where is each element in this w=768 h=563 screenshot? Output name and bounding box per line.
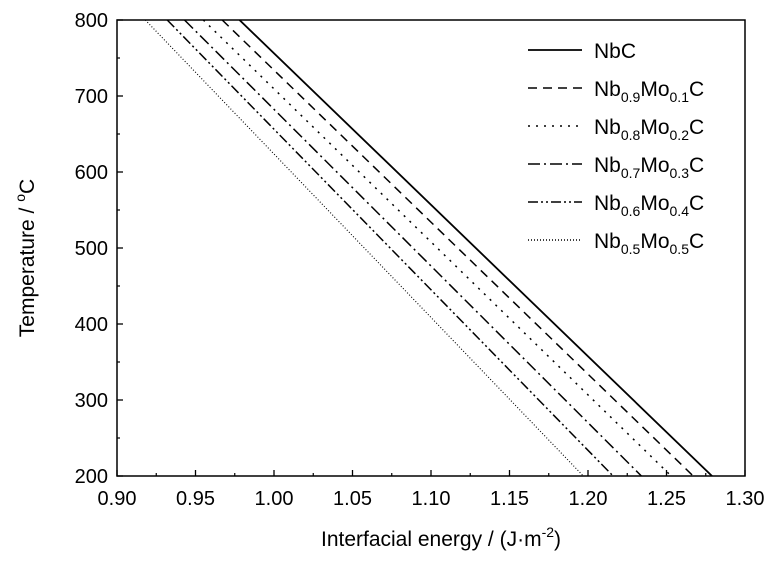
x-tick-label: 1.00 xyxy=(255,488,294,510)
x-tick-label: 0.95 xyxy=(176,488,215,510)
x-tick-label: 1.05 xyxy=(333,488,372,510)
legend-label-6: Nb0.5Mo0.5C xyxy=(594,230,704,257)
series-line-5 xyxy=(166,20,614,476)
legend: NbC Nb0.9Mo0.1C Nb0.8Mo0.2C Nb0.7Mo0.3C Nb0.… xyxy=(528,40,704,257)
legend-label-5: Nb0.6Mo0.4C xyxy=(594,192,704,219)
y-tick-label: 700 xyxy=(75,86,108,108)
y-axis-title: Temperature / oC xyxy=(12,179,39,337)
x-tick-label: 1.15 xyxy=(490,488,529,510)
x-tick-label: 1.25 xyxy=(647,488,686,510)
legend-label-1: NbC xyxy=(594,40,636,63)
x-tick-label: 1.10 xyxy=(412,488,451,510)
legend-label-4: Nb0.7Mo0.3C xyxy=(594,154,704,181)
series-line-6 xyxy=(144,20,584,476)
series-line-4 xyxy=(183,20,642,476)
series-line-2 xyxy=(221,20,694,476)
y-tick-label: 500 xyxy=(75,238,108,260)
x-tick-label: 1.30 xyxy=(726,488,765,510)
legend-label-2: Nb0.9Mo0.1C xyxy=(594,78,704,105)
y-tick-label: 300 xyxy=(75,390,108,412)
ticks-layer: 0.90 0.95 1.00 1.05 1.10 1.15 1.20 1.25 1.30 200 3… xyxy=(75,10,765,510)
y-tick-label: 600 xyxy=(75,162,108,184)
y-tick-label: 200 xyxy=(75,466,108,488)
x-tick-label: 1.20 xyxy=(569,488,608,510)
series-layer xyxy=(144,20,713,476)
legend-label-3: Nb0.8Mo0.2C xyxy=(594,116,704,143)
y-tick-label: 800 xyxy=(75,10,108,32)
x-axis-title: Interfacial energy / (J·m-2) xyxy=(321,524,561,551)
series-line-1 xyxy=(238,20,713,476)
x-tick-label: 0.90 xyxy=(98,488,137,510)
y-tick-label: 400 xyxy=(75,314,108,336)
series-line-3 xyxy=(202,20,672,476)
